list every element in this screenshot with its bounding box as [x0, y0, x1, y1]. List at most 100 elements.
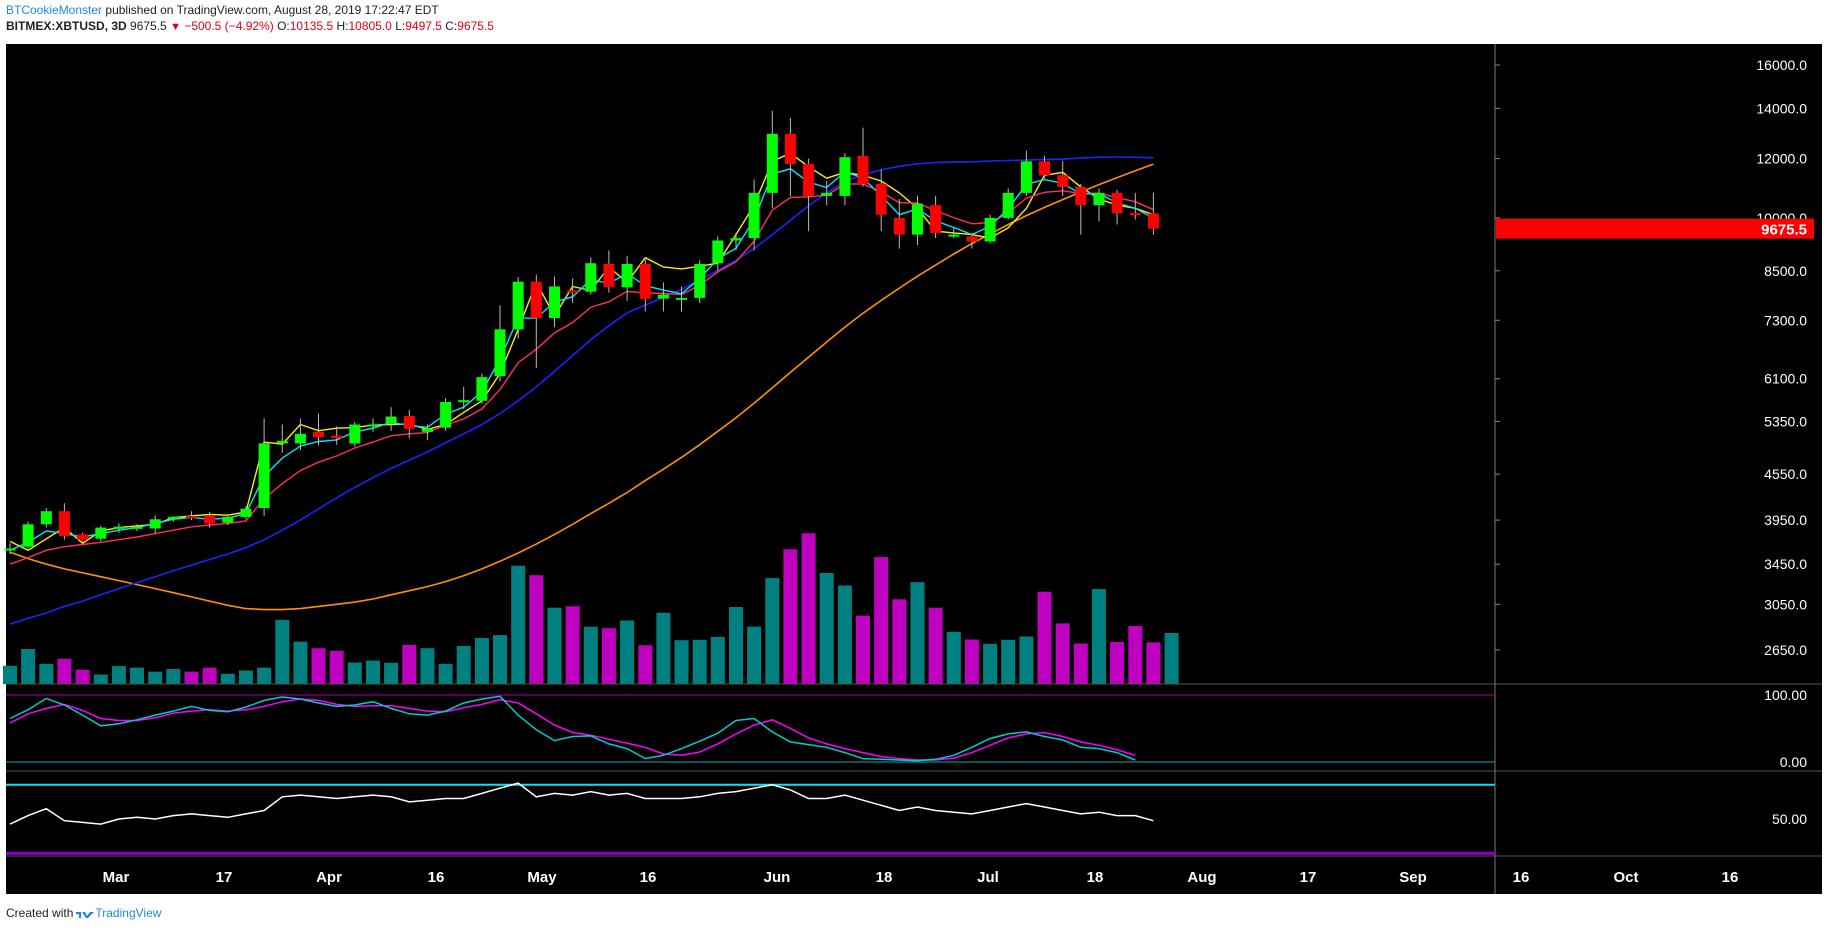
candle-down: [639, 264, 651, 299]
time-tick-label: 16: [640, 869, 657, 886]
volume-bar: [601, 628, 616, 684]
volume-bar: [1164, 632, 1179, 684]
volume-bar: [747, 626, 762, 684]
volume-bar: [638, 645, 653, 684]
time-tick-label: 17: [1300, 869, 1317, 886]
volume-bar: [1146, 642, 1161, 684]
candle-up: [421, 428, 433, 432]
candle-up: [95, 527, 107, 539]
ema-cyan-line: [9, 168, 1154, 551]
volume-bar: [493, 635, 507, 684]
volume-bar: [238, 670, 253, 684]
author-link[interactable]: BTCookieMonster: [6, 3, 103, 17]
candle-down: [857, 155, 869, 184]
candle-down: [1075, 186, 1087, 206]
time-tick-label: Oct: [1613, 869, 1638, 886]
price-tick-label: 12000.0: [1756, 151, 1807, 167]
candle-down: [58, 511, 70, 537]
open-value: 10135.5: [289, 19, 334, 33]
volume-bar: [311, 648, 326, 684]
time-tick-label: May: [527, 869, 557, 886]
volume-bar: [874, 557, 889, 684]
volume-bar: [438, 663, 453, 684]
candle-up: [912, 203, 923, 235]
price-tick-label: 3050.0: [1764, 596, 1807, 612]
open-label: O:: [277, 19, 290, 33]
candle-up: [948, 234, 960, 237]
volume-bar: [783, 549, 798, 684]
volume-bar: [511, 565, 526, 684]
candle-down: [331, 435, 343, 439]
volume-bar: [21, 649, 36, 684]
price-tick-label: 3950.0: [1764, 512, 1807, 528]
high-value: 10805.0: [348, 19, 392, 33]
candle-up: [549, 286, 560, 319]
rsi-line: [9, 782, 1154, 825]
publish-info: BTCookieMonster published on TradingView…: [6, 3, 439, 17]
created-with-text: Created with: [6, 906, 74, 920]
volume-bar: [166, 669, 181, 684]
candle-up: [131, 526, 143, 529]
stoch-tick-label: 0.00: [1780, 754, 1807, 770]
candle-up: [276, 440, 288, 444]
footer: Created with TradingView: [6, 906, 161, 920]
volume-bar: [656, 612, 671, 684]
price-tick-label: 14000.0: [1756, 100, 1807, 116]
close-label: C:: [445, 19, 458, 33]
time-tick-label: 16: [428, 869, 445, 886]
candle-up: [458, 400, 470, 403]
volume-bar: [928, 607, 943, 684]
ma-orange-line: [9, 163, 1154, 611]
candle-up: [821, 192, 833, 196]
candle-up: [494, 329, 506, 376]
volume-bar: [1110, 642, 1125, 684]
tradingview-logo-icon: [76, 912, 95, 918]
price-tick-label: 2650.0: [1764, 642, 1807, 658]
time-tick-label: Aug: [1187, 869, 1216, 886]
volume-bar: [856, 615, 870, 684]
volume-bar: [620, 620, 635, 684]
volume-bar: [565, 606, 580, 684]
candle-up: [748, 192, 760, 239]
candle-up: [167, 516, 179, 520]
volume-bar: [729, 607, 743, 684]
volume-bar: [148, 671, 163, 684]
price-tick-label: 16000.0: [1756, 57, 1807, 73]
price-tick-label: 5350.0: [1764, 413, 1807, 429]
down-arrow-icon: ▼: [170, 21, 181, 33]
candle-down: [603, 264, 615, 287]
price-tick-label: 3450.0: [1764, 556, 1807, 572]
candle-up: [694, 264, 706, 298]
volume-bar: [983, 643, 998, 685]
candle-down: [1039, 161, 1050, 176]
ema-red-line: [9, 183, 1154, 565]
axes-layer: 16000.014000.012000.010000.08500.07300.0…: [6, 44, 1822, 894]
stoch-k-line: [9, 695, 1136, 762]
chart-background: [6, 44, 1822, 894]
candle-down: [893, 217, 905, 235]
candle-up: [730, 238, 742, 241]
volume-bar: [420, 648, 435, 684]
candle-up: [367, 424, 379, 427]
oscillator-layer: 100.00 0.00 50.00: [6, 687, 1807, 855]
candle-up: [712, 240, 724, 264]
tradingview-link[interactable]: TradingView: [95, 906, 162, 920]
volume-bar: [202, 667, 217, 684]
publish-date: published on TradingView.com, August 28,…: [105, 3, 439, 17]
stoch-d-line: [9, 698, 1136, 761]
rsi-tick-label: 50.00: [1772, 811, 1807, 827]
last-price: 9675.5: [130, 19, 167, 33]
volume-bar: [819, 573, 834, 684]
volume-bar: [293, 641, 308, 684]
candle-up: [222, 516, 234, 523]
time-tick-label: 16: [1722, 869, 1739, 886]
time-tick-label: Jun: [764, 869, 791, 886]
close-value: 9675.5: [457, 19, 494, 33]
candle-up: [657, 294, 669, 299]
candle-up: [258, 443, 270, 508]
candle-up: [294, 433, 306, 444]
volume-bar: [1037, 591, 1052, 684]
volume-bar: [75, 669, 90, 684]
candle-up: [385, 416, 397, 424]
